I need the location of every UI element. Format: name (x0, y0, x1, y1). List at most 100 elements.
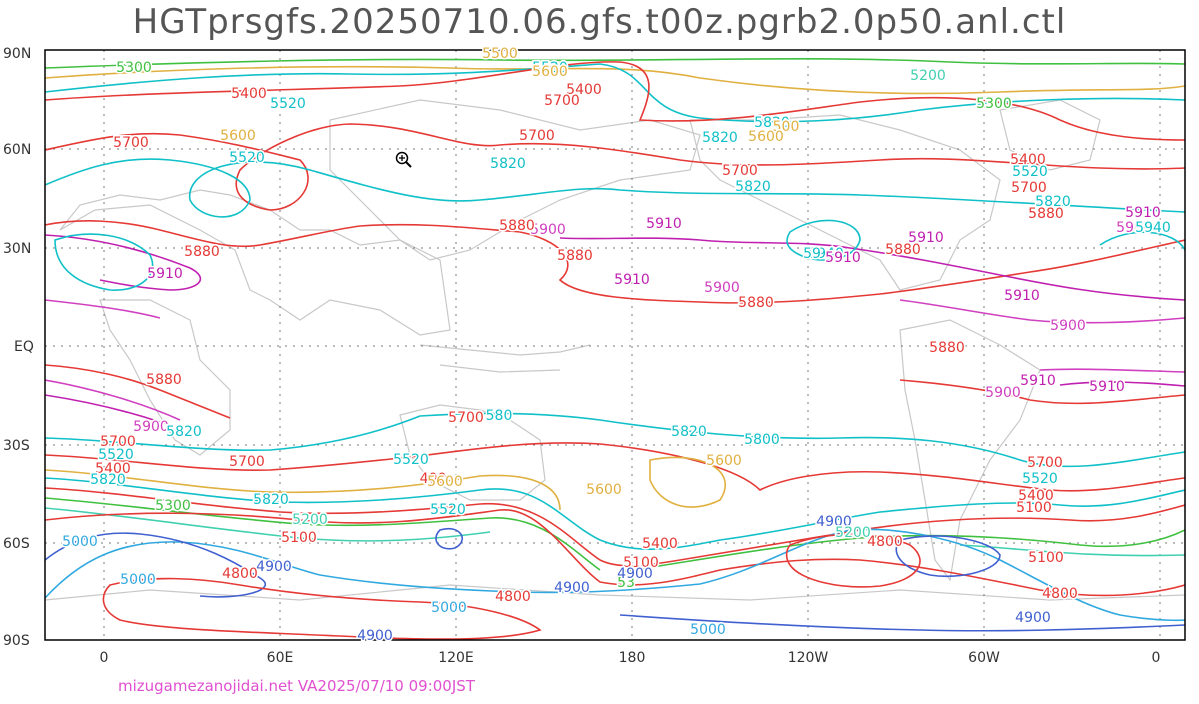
coast-asia (329, 99, 701, 261)
latitude-labels: 90N 60N 30N EQ 30S 60S 90S (3, 46, 34, 649)
contour-label-5600: 5600 (748, 129, 784, 145)
coast-australia (399, 404, 546, 501)
contour-5300-s (45, 497, 1185, 573)
lat-label: 30S (3, 438, 30, 454)
contour-label-5300: 53 (617, 575, 635, 591)
contour-4800-s (102, 533, 921, 640)
lat-label: 90S (3, 633, 30, 649)
contour-label-5910: 5910 (614, 272, 650, 288)
contour-label-5880: 5880 (146, 372, 182, 388)
contour-4900-s (45, 527, 1185, 632)
contour-label-5910: 5910 (147, 266, 183, 282)
contour-label-5000: 5000 (62, 534, 98, 550)
lat-label: 30N (3, 241, 31, 257)
contour-label-5600: 5600 (427, 474, 463, 490)
coast-south-america (899, 319, 1041, 582)
contour-label-5900: 5900 (133, 419, 169, 435)
coast-africa-europe (59, 189, 451, 336)
contour-label-5700: 5700 (722, 163, 758, 179)
contour-label-4800: 4800 (1042, 586, 1078, 602)
contour-label-5820: 5820 (490, 156, 526, 172)
contour-5820-s (45, 412, 1185, 468)
contour-5880-n (45, 220, 1185, 304)
contour-label-5400: 5400 (1018, 488, 1054, 504)
contour-label-5000: 5000 (431, 600, 467, 616)
contour-label-5910: 5910 (908, 230, 944, 246)
contour-label-5000: 5000 (120, 572, 156, 588)
map-title: HGTprsgfs.20250710.06.gfs.t00z.pgrb2.0p5… (132, 2, 1067, 42)
contour-label-5940: 5940 (808, 246, 844, 262)
contour-label-5200: 5200 (292, 512, 328, 528)
contour-label-5700: 5700 (229, 454, 265, 470)
contour-label-5910: 5910 (1125, 205, 1161, 221)
contour-5520-s (45, 477, 1185, 551)
contour-label-5400: 5400 (642, 536, 678, 552)
contour-5400-n (45, 61, 1185, 141)
contour-label-5300: 5300 (155, 498, 191, 514)
contour-label-4800: 4800 (495, 589, 531, 605)
lat-label: 90N (3, 46, 31, 62)
contour-label-5820: 5820 (1035, 194, 1071, 210)
contour-label-5910: 5910 (825, 250, 861, 266)
contour-label-5880: 5880 (499, 218, 535, 234)
lon-label: 60E (267, 650, 294, 666)
contour-5400-s (45, 487, 1185, 567)
contour-5700-n (45, 123, 1185, 211)
contour-label-5600: 5600 (586, 482, 622, 498)
contour-label-5200: 5200 (835, 525, 871, 541)
zoom-in-icon[interactable] (395, 151, 412, 168)
contour-label-5820: 5800 (744, 432, 780, 448)
lon-label: 0 (1152, 650, 1161, 666)
contour-label-5880: 5880 (885, 242, 921, 258)
contour-label-5400: 5400 (231, 86, 267, 102)
contour-label-4900: 4900 (1015, 610, 1051, 626)
contour-label-5600: 5600 (220, 128, 256, 144)
contour-label-5600: 500 (773, 119, 800, 135)
contour-5520-n (45, 63, 1185, 123)
contour-label-5820: 580 (486, 408, 513, 424)
graticule (45, 50, 1185, 640)
contour-label-5820: 5820 (90, 472, 126, 488)
contour-label-5900: 5900 (530, 222, 566, 238)
contour-5000-s (45, 528, 1185, 622)
contour-label-5700: 5700 (100, 434, 136, 450)
coast-indonesia (419, 344, 591, 373)
contour-label-5900: 5900 (1050, 318, 1086, 334)
contour-5900-n (45, 299, 1185, 324)
contour-label-5100: 5100 (1028, 550, 1064, 566)
contour-label-5880: 5880 (184, 244, 220, 260)
lon-label: 180 (619, 650, 646, 666)
longitude-labels: 0 60E 120E 180 120W 60W 0 (100, 650, 1161, 666)
contour-label-5200: 5200 (910, 68, 946, 84)
contour-label-5520: 5520 (1012, 164, 1048, 180)
contour-label-5820: 5820 (253, 492, 289, 508)
contour-5100-s (45, 509, 1185, 597)
contour-label-5910: 5910 (1004, 288, 1040, 304)
contour-label-5600: 5500 (482, 46, 518, 62)
contour-label-5400: 400 (420, 471, 447, 487)
contour-label-4800: 4800 (222, 566, 258, 582)
contour-label-4800: 4800 (867, 534, 903, 550)
contour-label-5940: 59 (803, 246, 821, 262)
contour-label-5700: 5700 (1011, 180, 1047, 196)
contour-label-5820: 5820 (754, 115, 790, 131)
contour-5600-n (45, 65, 1185, 95)
contour-lines (45, 58, 1185, 640)
contour-label-5900: 5900 (1116, 220, 1152, 236)
contour-label-5100: 5100 (623, 555, 659, 571)
contour-label-5820: 5820 (166, 424, 202, 440)
contour-5600-s (45, 456, 727, 511)
contour-label-5910: 5910 (1020, 373, 1056, 389)
contour-label-5900: 5900 (704, 280, 740, 296)
lon-label: 60W (968, 650, 1000, 666)
contour-label-5520: 5520 (393, 452, 429, 468)
contour-label-5880: 5880 (1028, 206, 1064, 222)
contour-5910-s (45, 381, 1185, 423)
contour-label-5820: 5820 (735, 179, 771, 195)
contour-label-5900: 5900 (985, 385, 1021, 401)
contour-label-5700: 5700 (544, 93, 580, 109)
contour-label-5700: 5700 (519, 128, 555, 144)
contour-label-5880: 5880 (929, 340, 965, 356)
contour-label-5000: 5000 (690, 622, 726, 638)
contour-label-4900: 4900 (617, 566, 653, 582)
